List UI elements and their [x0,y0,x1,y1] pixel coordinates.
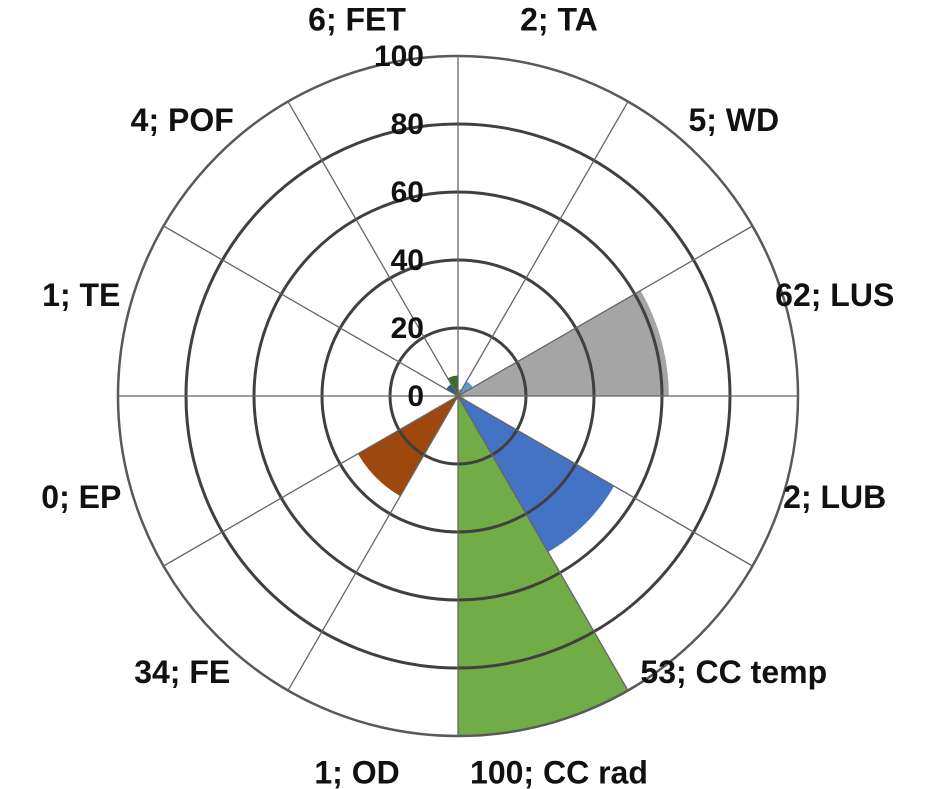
category-label: 6; FET [308,1,406,37]
r-tick-label: 40 [391,244,424,277]
category-label: 53; CC temp [640,654,827,690]
category-label: 34; FE [134,654,230,690]
radial-tick-labels: 0 20 40 60 80 100 [374,40,424,413]
r-tick-label: 0 [407,380,424,413]
grid-spoke [457,395,629,691]
grid-spoke [457,225,753,397]
category-label: 1; TE [42,277,120,313]
category-label: 2; TA [520,1,598,37]
category-label: 5; WD [688,102,779,138]
grid-spoke [163,225,459,397]
sector-lus [458,290,669,396]
sectors [357,290,669,736]
category-label: 2; LUB [783,479,886,515]
grid-spoke [457,101,629,397]
sector-cc-rad [458,396,628,736]
category-label: 62; LUS [775,277,894,313]
grid [116,54,800,738]
grid-spoke [287,101,459,397]
sector-cc-temp [458,396,615,553]
grid-spoke [163,395,459,567]
sector-fe [357,396,458,497]
category-labels: 2; TA 5; WD 62; LUS 2; LUB 53; CC temp 100; C… [41,1,894,789]
sector-wd [458,381,473,396]
grid-spoke [287,395,459,691]
r-tick-label: 100 [374,40,424,73]
category-label: 100; CC rad [470,755,648,789]
r-tick-label: 20 [391,312,424,345]
grid-spoke [457,395,753,567]
category-label: 1; OD [314,755,399,789]
r-tick-label: 80 [391,108,424,141]
category-label: 0; EP [41,479,121,515]
r-tick-label: 60 [391,176,424,209]
category-label: 4; POF [131,102,234,138]
sector-pof [446,384,458,396]
